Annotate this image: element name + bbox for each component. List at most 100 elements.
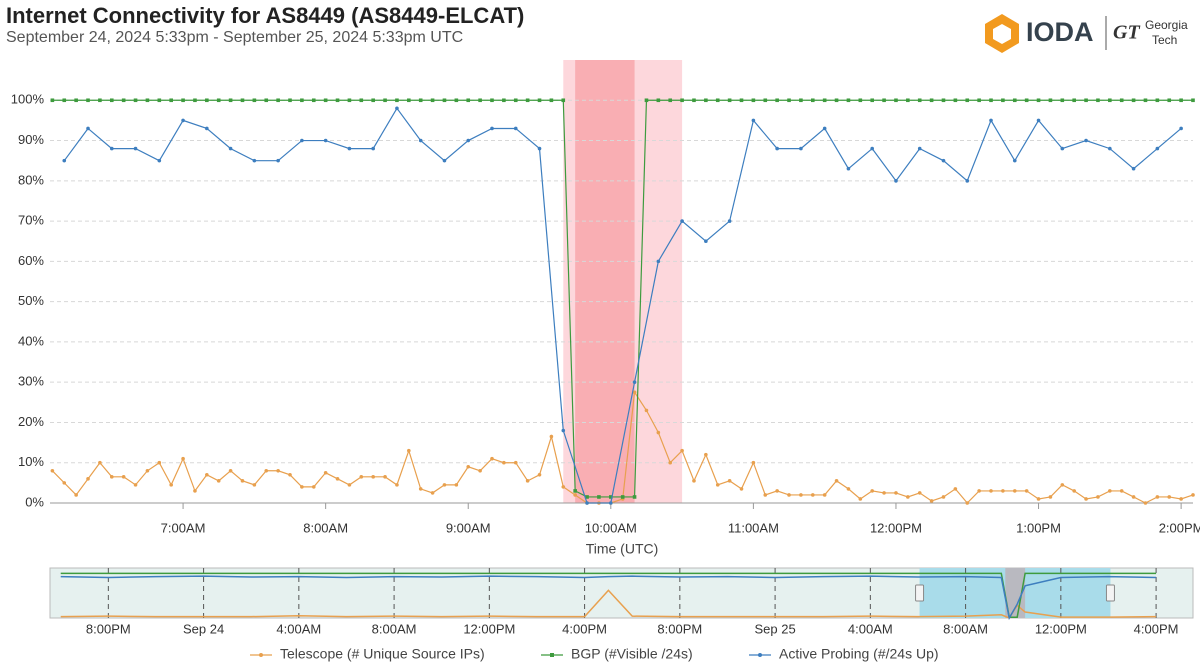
point	[965, 98, 970, 103]
point	[1060, 98, 1065, 103]
point	[216, 98, 221, 103]
point	[62, 98, 67, 103]
x-tick-label: 8:00AM	[303, 520, 348, 535]
gt-line1: Georgia	[1145, 18, 1188, 32]
point	[894, 98, 898, 103]
x-tick-label: 8:00PM	[657, 621, 702, 636]
point	[751, 98, 756, 103]
point	[442, 483, 447, 487]
point	[1072, 98, 1076, 103]
x-tick-label: 8:00AM	[943, 621, 988, 636]
point	[775, 98, 779, 103]
point	[573, 489, 577, 493]
point	[799, 98, 803, 103]
point	[822, 126, 827, 131]
point	[822, 98, 827, 103]
point	[882, 98, 886, 103]
point	[1143, 501, 1148, 505]
point	[810, 493, 815, 497]
outage-band	[575, 60, 635, 503]
point	[989, 118, 993, 123]
point	[1179, 497, 1183, 501]
point	[228, 468, 233, 473]
point	[454, 483, 459, 487]
point	[1143, 98, 1148, 103]
point	[644, 408, 649, 413]
point	[763, 98, 768, 103]
point	[1001, 98, 1005, 103]
point	[692, 479, 696, 483]
point	[787, 493, 791, 497]
point	[193, 98, 197, 103]
point	[1179, 126, 1183, 131]
point	[228, 98, 233, 103]
x-tick-label: 1:00PM	[1016, 520, 1061, 535]
point	[965, 179, 970, 183]
point	[157, 158, 162, 163]
point	[549, 434, 554, 439]
point	[953, 98, 958, 103]
point	[1084, 497, 1088, 501]
point	[371, 475, 375, 479]
point	[407, 98, 411, 103]
point	[834, 98, 839, 103]
point	[264, 468, 269, 473]
point	[252, 158, 257, 163]
point	[109, 98, 114, 103]
x-tick-label: 12:00PM	[463, 621, 515, 636]
point	[490, 98, 494, 103]
x-tick-label: 12:00PM	[1035, 621, 1087, 636]
point	[1060, 483, 1065, 487]
point	[121, 98, 126, 103]
point	[502, 460, 506, 465]
point	[513, 460, 518, 465]
point	[86, 126, 90, 131]
point	[205, 126, 209, 131]
point	[240, 479, 245, 483]
point	[335, 477, 340, 481]
subtitle: September 24, 2024 5:33pm - September 25…	[6, 29, 463, 46]
point	[680, 219, 684, 223]
point	[929, 499, 934, 503]
point	[585, 495, 589, 499]
point	[525, 98, 530, 103]
point	[537, 146, 542, 151]
point	[906, 98, 910, 103]
x-tick-label: 11:00AM	[728, 520, 779, 535]
point	[561, 485, 566, 489]
point	[1012, 98, 1017, 103]
point	[466, 138, 471, 143]
point	[276, 468, 280, 473]
point	[418, 487, 423, 491]
point	[133, 483, 138, 487]
point	[989, 489, 993, 493]
point	[763, 493, 768, 497]
point	[1024, 98, 1029, 103]
legend-marker	[758, 653, 762, 657]
point	[846, 166, 851, 171]
point	[62, 158, 67, 163]
gt-line2: Tech	[1152, 33, 1177, 47]
x-tick-label: Sep 24	[183, 621, 224, 636]
point	[1096, 495, 1100, 499]
logo-hex-inner	[993, 24, 1011, 44]
point	[228, 146, 233, 151]
point	[454, 98, 459, 103]
point	[977, 489, 981, 493]
point	[953, 487, 958, 491]
point	[347, 146, 352, 151]
point	[109, 475, 114, 479]
point	[1191, 98, 1195, 103]
point	[1048, 495, 1053, 499]
point	[727, 219, 732, 223]
point	[799, 493, 803, 497]
point	[1096, 98, 1100, 103]
point	[668, 98, 673, 103]
point	[371, 98, 375, 103]
selection-handle	[1105, 584, 1115, 602]
point	[1191, 493, 1195, 497]
point	[1036, 497, 1041, 501]
point	[193, 489, 197, 493]
point	[941, 98, 946, 103]
x-tick-label: Sep 25	[754, 621, 795, 636]
